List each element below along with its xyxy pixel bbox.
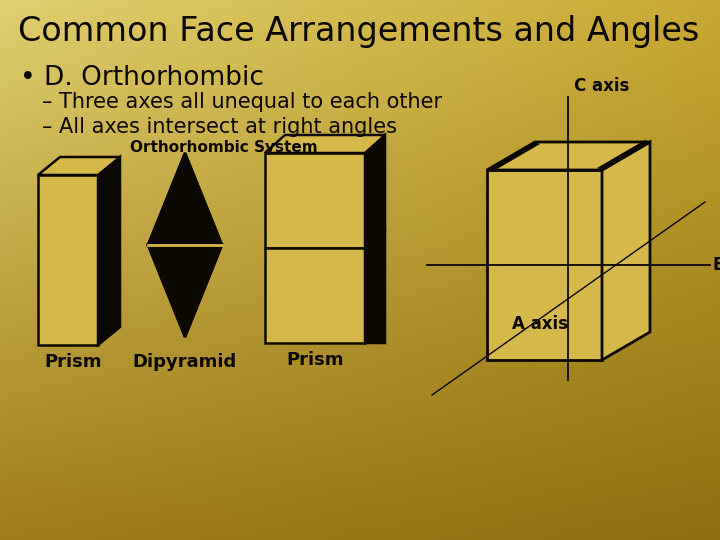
Polygon shape: [365, 135, 385, 248]
Polygon shape: [148, 153, 185, 245]
Polygon shape: [185, 245, 222, 337]
Polygon shape: [148, 245, 185, 337]
Text: Dipyramid: Dipyramid: [133, 353, 237, 371]
Polygon shape: [98, 157, 120, 345]
Text: • D. Orthorhombic: • D. Orthorhombic: [20, 65, 264, 91]
Polygon shape: [487, 170, 602, 360]
Polygon shape: [185, 153, 222, 245]
Text: – All axes intersect at right angles: – All axes intersect at right angles: [42, 117, 397, 137]
Text: Prism: Prism: [44, 353, 102, 371]
Polygon shape: [38, 175, 98, 345]
Polygon shape: [487, 142, 540, 172]
Text: A axis: A axis: [512, 315, 568, 333]
Text: Common Face Arrangements and Angles: Common Face Arrangements and Angles: [18, 15, 699, 48]
Polygon shape: [365, 230, 385, 343]
Text: Orthorhombic System: Orthorhombic System: [130, 140, 318, 155]
Text: Prism: Prism: [287, 351, 343, 369]
Polygon shape: [38, 157, 120, 175]
Polygon shape: [487, 142, 650, 170]
Text: C axis: C axis: [574, 77, 629, 95]
Text: B axis: B axis: [713, 256, 720, 274]
Polygon shape: [602, 142, 650, 360]
Polygon shape: [265, 153, 365, 248]
Polygon shape: [597, 140, 650, 170]
Text: – Three axes all unequal to each other: – Three axes all unequal to each other: [42, 92, 442, 112]
Polygon shape: [265, 248, 365, 343]
Polygon shape: [265, 135, 385, 153]
